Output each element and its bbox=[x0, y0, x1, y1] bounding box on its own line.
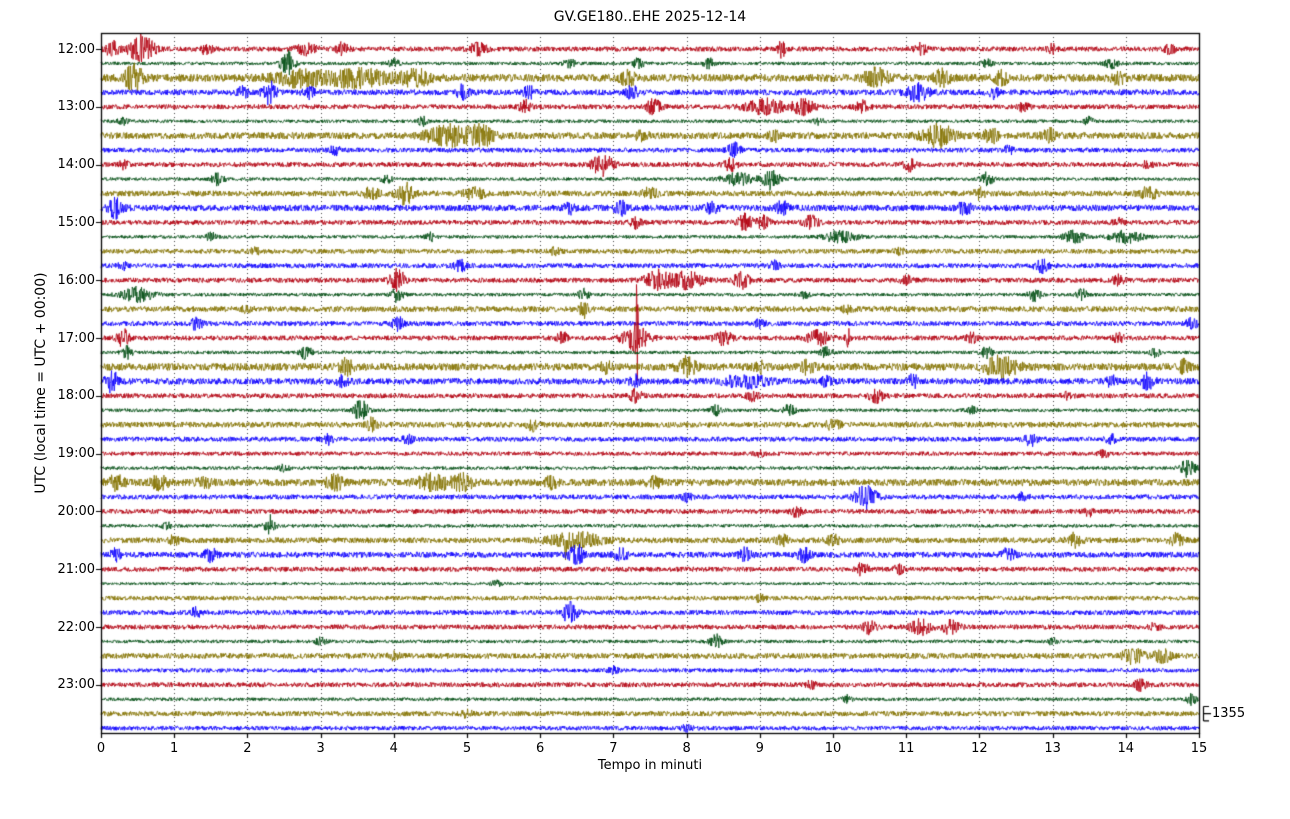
x-tick-label: 3 bbox=[316, 741, 325, 756]
y-tick-label: 13:00 bbox=[57, 99, 95, 115]
x-tick-label: 10 bbox=[824, 741, 842, 756]
x-tick-label: 6 bbox=[536, 741, 545, 756]
x-tick-label: 4 bbox=[389, 741, 398, 756]
x-tick-label: 15 bbox=[1190, 741, 1208, 756]
y-tick-label: 23:00 bbox=[57, 677, 95, 693]
x-tick-label: 9 bbox=[755, 741, 764, 756]
y-tick-label: 15:00 bbox=[57, 214, 95, 230]
x-tick-label: 2 bbox=[243, 741, 252, 756]
x-tick-label: 5 bbox=[462, 741, 472, 756]
chart-title: GV.GE180..EHE 2025-12-14 bbox=[553, 9, 747, 25]
y-tick-label: 18:00 bbox=[57, 388, 95, 404]
x-tick-label: 14 bbox=[1117, 741, 1135, 756]
x-tick-label: 1 bbox=[170, 741, 179, 756]
x-tick-label: 7 bbox=[609, 741, 618, 756]
y-tick-label: 22:00 bbox=[57, 619, 95, 635]
x-axis-label: Tempo in minuti bbox=[597, 758, 703, 773]
y-tick-label: 21:00 bbox=[57, 561, 95, 577]
x-tick-label: 0 bbox=[96, 741, 106, 756]
y-tick-label: 20:00 bbox=[57, 503, 95, 519]
x-tick-label: 13 bbox=[1044, 741, 1061, 756]
x-tick-label: 11 bbox=[897, 741, 915, 756]
y-tick-label: 12:00 bbox=[57, 41, 95, 57]
x-tick-label: 12 bbox=[971, 741, 988, 756]
x-tick-label: 8 bbox=[682, 741, 691, 756]
y-tick-label: 14:00 bbox=[57, 157, 95, 173]
y-tick-label: 19:00 bbox=[57, 446, 95, 462]
y-tick-label: 16:00 bbox=[57, 272, 95, 288]
amplitude-scale-label: 1355 bbox=[1212, 706, 1246, 722]
y-tick-label: 17:00 bbox=[57, 330, 95, 346]
